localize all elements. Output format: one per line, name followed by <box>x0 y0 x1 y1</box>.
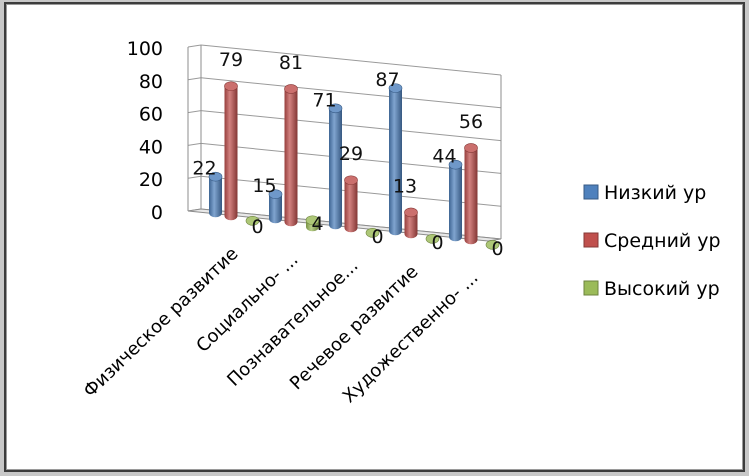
gridline <box>200 77 502 109</box>
data-label: 22 <box>192 158 216 180</box>
bar-body <box>329 108 342 230</box>
bar <box>245 216 260 226</box>
gridline-left <box>187 77 202 81</box>
gridline <box>200 44 502 76</box>
legend-item: Высокий ур <box>583 278 720 300</box>
bar <box>344 175 358 233</box>
bar <box>485 240 500 250</box>
legend-item: Средний ур <box>583 230 721 252</box>
bar-cap <box>448 159 463 170</box>
bar-body <box>269 194 282 224</box>
bar-chart-3d: 0204060801002279015814712908713044560Физ… <box>79 38 721 407</box>
bar <box>328 103 343 230</box>
legend-swatch <box>583 232 599 248</box>
bar-cap <box>245 216 260 226</box>
legend-label: Средний ур <box>604 230 721 252</box>
data-label: 0 <box>371 226 383 248</box>
x-category-label: Познавательное... <box>223 255 362 390</box>
bar <box>365 228 380 238</box>
y-tick-label: 0 <box>151 202 163 224</box>
bar-body <box>224 86 238 221</box>
gridline-left <box>187 175 202 179</box>
gridline-left <box>187 44 202 48</box>
data-label: 13 <box>393 175 417 197</box>
bar-cap <box>208 171 223 182</box>
gridline-left <box>187 142 202 146</box>
data-label: 81 <box>279 52 303 74</box>
y-tick-label: 20 <box>139 169 163 191</box>
y-axis-ticks: 0 20 40 60 80 100 <box>127 38 163 224</box>
gridline <box>200 110 502 142</box>
bar-body <box>464 147 478 245</box>
bar-body <box>344 180 358 233</box>
x-category-label: Речевое развитие <box>286 261 423 394</box>
bar <box>305 215 320 232</box>
legend-swatch <box>583 184 599 200</box>
bar-cap <box>365 228 380 238</box>
bar-cap <box>305 215 320 226</box>
bar <box>284 84 298 227</box>
y-tick-label: 100 <box>127 38 163 60</box>
gridline-left <box>187 110 202 114</box>
bar-cap <box>344 175 358 186</box>
bar-body <box>404 212 418 239</box>
bar-cap <box>224 81 238 92</box>
bar <box>388 83 403 236</box>
bar <box>268 189 283 224</box>
data-label: 15 <box>252 175 276 197</box>
data-label: 0 <box>251 216 263 238</box>
bar-cap <box>328 103 343 114</box>
bar-cap <box>464 143 478 153</box>
bar-body <box>209 176 222 218</box>
bar <box>404 207 418 239</box>
bar <box>208 171 223 218</box>
bar <box>224 81 238 221</box>
data-label: 79 <box>219 49 243 71</box>
bar-cap <box>284 84 298 94</box>
bar-cap <box>404 207 418 218</box>
data-label: 71 <box>312 89 336 111</box>
bar-cap <box>388 83 403 93</box>
bar-cap <box>485 240 500 250</box>
data-label: 87 <box>375 69 399 91</box>
y-tick-label: 80 <box>139 71 163 93</box>
data-label: 0 <box>491 238 503 260</box>
chart-frame: 0 20 40 60 80 100 22 79 0 15 81 4 71 29 0 87 13 0 44 56 0 Физ… <box>4 2 745 472</box>
bar-body <box>389 88 403 236</box>
legend-label: Низкий ур <box>604 182 706 204</box>
bar-cap <box>425 234 440 244</box>
data-label: 44 <box>432 146 456 168</box>
legend-label: Высокий ур <box>604 278 720 300</box>
bar <box>464 143 478 245</box>
bar-body <box>449 164 462 242</box>
y-tick-label: 60 <box>139 104 163 126</box>
legend-item: Низкий ур <box>583 182 706 204</box>
bar-cap <box>268 189 283 199</box>
y-tick-label: 40 <box>139 136 163 158</box>
data-label: 56 <box>459 111 483 133</box>
legend: Низкий ур Средний ур Высокий ур <box>583 182 721 300</box>
bar <box>448 159 463 242</box>
bar-body <box>284 88 298 227</box>
x-category-label: Художественно- ... <box>339 267 483 407</box>
bar <box>425 234 440 244</box>
bars <box>208 81 500 250</box>
data-label: 4 <box>311 213 323 235</box>
data-label: 0 <box>431 232 443 254</box>
data-label: 29 <box>339 143 363 165</box>
legend-swatch <box>583 280 599 296</box>
